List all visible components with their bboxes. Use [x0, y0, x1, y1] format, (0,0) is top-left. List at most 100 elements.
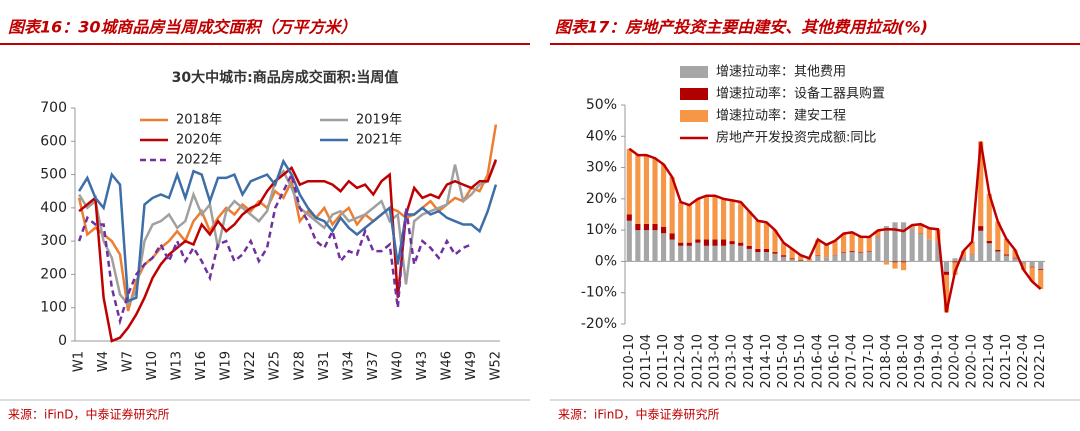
- series-line: [77, 124, 498, 312]
- bar-segment: [1029, 266, 1035, 268]
- x-tick-label: W4: [96, 351, 111, 372]
- bar-segment: [901, 262, 907, 271]
- bar-segment: [1029, 267, 1035, 282]
- bar-segment: [995, 249, 1001, 252]
- bar-segment: [712, 245, 718, 262]
- x-tick-label: 2013-04: [708, 334, 723, 388]
- bar-segment: [926, 239, 932, 262]
- x-tick-label: W28: [292, 351, 307, 380]
- x-tick-label: W25: [268, 351, 283, 380]
- bar-segment: [1012, 258, 1018, 262]
- x-tick-label: 2016-10: [828, 334, 843, 388]
- y-tick-label: 20%: [586, 191, 617, 207]
- bar-segment: [729, 241, 735, 245]
- legend-label: 2018年: [176, 113, 222, 128]
- bar-segment: [1003, 254, 1009, 256]
- source: 来源：iFinD，中泰证券研究所: [8, 407, 170, 422]
- x-tick-label: 2017-04: [845, 334, 860, 388]
- bar-segment: [1029, 261, 1035, 267]
- x-tick-label: 2021-10: [999, 334, 1014, 388]
- bar-segment: [978, 230, 984, 262]
- caption: 图表17：房地产投资主要由建安、其他费用拉动(%): [555, 18, 928, 37]
- bar-segment: [703, 195, 709, 240]
- x-tick-label: W13: [170, 351, 185, 380]
- x-tick-label: 2012-10: [690, 334, 705, 388]
- x-tick-label: 2010-10: [622, 334, 637, 388]
- bar-segment: [798, 260, 804, 262]
- bar-segment: [763, 248, 769, 253]
- bar-segment: [789, 248, 795, 259]
- bar-segment: [772, 252, 778, 254]
- x-tick-label: 2021-04: [982, 334, 997, 388]
- bar-segment: [986, 243, 992, 262]
- bar-segment: [729, 244, 735, 262]
- series-line: [628, 141, 1042, 313]
- bar-segment: [686, 245, 692, 262]
- bar-segment: [712, 239, 718, 246]
- y-tick-label: 400: [40, 200, 67, 216]
- bar-segment: [815, 255, 821, 256]
- bar-segment: [695, 242, 701, 262]
- bar-segment: [712, 195, 718, 240]
- bar-segment: [875, 230, 881, 237]
- bar-segment: [738, 242, 744, 246]
- legend-label: 2019年: [356, 113, 402, 128]
- bar-segment: [626, 148, 632, 215]
- bar-segment: [755, 220, 761, 249]
- bar-segment: [986, 240, 992, 244]
- bar-segment: [823, 257, 829, 262]
- bar-segment: [961, 257, 967, 262]
- series-line: [78, 159, 498, 343]
- bar-segment: [781, 255, 787, 257]
- y-tick-label: 0: [58, 333, 67, 349]
- bar-segment: [678, 242, 684, 246]
- bar-segment: [883, 261, 889, 265]
- bar-segment: [746, 211, 752, 246]
- bar-segment: [832, 255, 838, 262]
- bar-segment: [918, 224, 924, 234]
- x-tick-label: 2015-04: [776, 334, 791, 388]
- x-tick-label: 2018-04: [879, 334, 894, 388]
- x-tick-label: W46: [439, 351, 454, 380]
- bar-segment: [789, 259, 795, 262]
- bar-segment: [669, 233, 675, 240]
- bar-segment: [686, 205, 692, 243]
- bar-segment: [1038, 269, 1044, 271]
- legend-label: 2022年: [176, 153, 222, 168]
- bar-segment: [721, 198, 727, 240]
- bar-segment: [746, 245, 752, 249]
- bar-segment: [952, 258, 958, 262]
- bar-segment: [695, 239, 701, 243]
- bar-segment: [866, 251, 872, 252]
- bar-segment: [883, 226, 889, 262]
- bar-segment: [858, 236, 864, 253]
- bar-segment: [669, 176, 675, 234]
- bar-segment: [1003, 255, 1009, 262]
- bar-segment: [1003, 238, 1009, 255]
- bar-segment: [738, 245, 744, 262]
- x-tick-label: 2017-10: [862, 334, 877, 388]
- y-tick-label: 500: [40, 167, 67, 183]
- bar-segment: [652, 223, 658, 231]
- bar-segment: [918, 233, 924, 262]
- bar-segment: [892, 261, 898, 263]
- bar-segment: [789, 258, 795, 260]
- bar-segment: [909, 228, 915, 262]
- x-tick-label: 2022-10: [1033, 334, 1048, 388]
- bar-segment: [635, 155, 641, 224]
- y-tick-label: 0%: [595, 253, 617, 269]
- x-tick-label: W1: [72, 351, 87, 372]
- bar-segment: [866, 237, 872, 252]
- bar-segment: [678, 245, 684, 262]
- caption: 图表16：30城商品房当周成交面积（万平方米）: [8, 18, 357, 37]
- bar-segment: [943, 271, 949, 275]
- bar-segment: [815, 255, 821, 262]
- y-tick-label: 40%: [586, 128, 617, 144]
- x-tick-label: 2014-04: [742, 334, 757, 388]
- legend-label: 房地产开发投资完成额:同比: [716, 130, 876, 146]
- x-tick-label: 2015-10: [793, 334, 808, 388]
- x-tick-label: W43: [415, 351, 430, 380]
- x-tick-label: W31: [317, 351, 332, 380]
- y-tick-label: 200: [40, 266, 67, 282]
